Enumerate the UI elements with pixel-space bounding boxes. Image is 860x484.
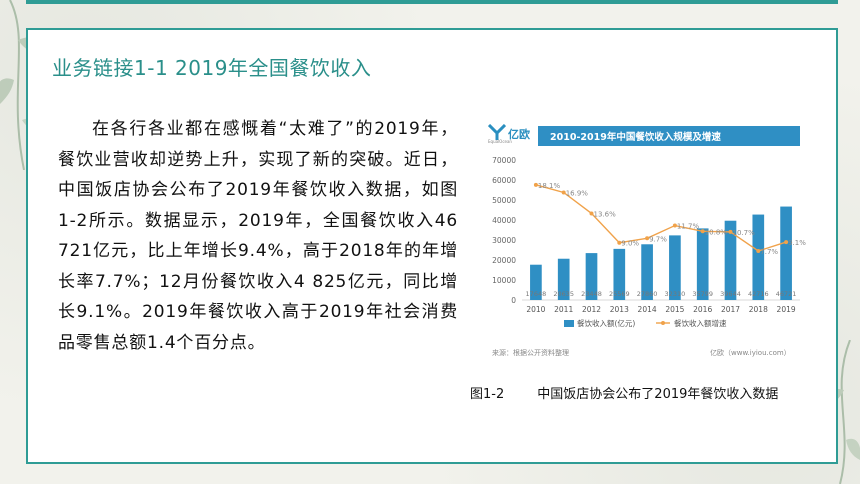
chart-source: 来源：根据公开资料整理	[492, 349, 569, 357]
growth-rate-point	[589, 211, 594, 216]
y-tick-label: 0	[511, 296, 516, 305]
x-tick-label: 2010	[526, 305, 545, 314]
growth-rate-label: 9.1%	[788, 239, 806, 247]
yiou-logo-icon	[488, 124, 506, 140]
logo-subtext: EqualOcean	[488, 139, 512, 144]
yiou-logo: 亿欧 EqualOcean	[488, 124, 532, 146]
y-tick-label: 70000	[492, 156, 516, 165]
legend-line-marker	[661, 321, 665, 325]
growth-rate-label: 7.7%	[760, 248, 778, 256]
growth-rate-line	[535, 184, 787, 252]
y-tick-label: 60000	[492, 176, 516, 185]
legend-bar-swatch	[564, 320, 574, 327]
y-tick-label: 50000	[492, 196, 516, 205]
bar	[557, 258, 570, 300]
bar	[780, 206, 792, 300]
growth-rate-label: 9.7%	[649, 235, 667, 243]
page-title: 业务链接1-1 2019年全国餐饮收入	[52, 56, 372, 80]
x-tick-label: 2014	[638, 305, 657, 314]
bar-value-label: 23448	[581, 290, 602, 298]
legend-line-label: 餐饮收入额增速	[674, 318, 727, 328]
chart-header: 亿欧 EqualOcean 2010-2019年中国餐饮收入规模及增速	[478, 118, 810, 152]
x-tick-label: 2011	[554, 305, 573, 314]
x-tick-label: 2017	[721, 305, 740, 314]
chart-title-banner: 2010-2019年中国餐饮收入规模及增速	[538, 126, 800, 146]
y-tick-label: 10000	[492, 276, 516, 285]
logo-text: 亿欧	[508, 128, 530, 141]
bar	[530, 264, 542, 300]
revenue-chart: 70000 60000 50000 40000 30000 20000 10000 0 1764…	[492, 156, 806, 328]
growth-rate-point	[756, 249, 761, 253]
body-paragraph: 在各行各业都在感慨着“太难了”的2019年，餐饮业营收却逆势上升，实现了新的突破…	[58, 119, 458, 353]
bar	[724, 220, 737, 300]
chart-site: 亿欧（www.iyiou.com）	[710, 349, 791, 357]
bar	[641, 244, 653, 300]
y-tick-label: 20000	[492, 256, 516, 265]
bar-value-label: 25569	[609, 290, 630, 298]
growth-rate-label: 11.7%	[677, 223, 700, 231]
bar	[613, 248, 626, 300]
growth-rate-point	[784, 240, 789, 245]
chart-title: 2010-2019年中国餐饮收入规模及增速	[550, 132, 721, 143]
x-tick-label: 2019	[777, 305, 796, 314]
growth-rate-label: 16.9%	[566, 189, 589, 197]
bar-value-label: 20635	[553, 290, 574, 298]
growth-rate-point	[617, 240, 622, 245]
growth-rate-point	[728, 229, 733, 234]
growth-rate-label: 9.0%	[621, 240, 639, 248]
bar-value-label: 39644	[720, 290, 741, 298]
growth-rate-label: 10.7%	[733, 229, 756, 237]
growth-rate-point	[533, 182, 538, 187]
growth-rate-label: 18.1%	[538, 182, 561, 190]
y-tick-label: 40000	[492, 216, 516, 225]
bar-value-label: 32310	[665, 290, 686, 298]
y-tick-label: 30000	[492, 236, 516, 245]
growth-rate-point	[700, 229, 705, 234]
bar-value-label: 17648	[526, 290, 547, 298]
growth-rate-point	[561, 190, 566, 195]
x-tick-label: 2013	[610, 305, 629, 314]
x-tick-label: 2016	[693, 305, 712, 314]
bar-value-label: 46721	[776, 290, 797, 298]
x-tick-label: 2012	[582, 305, 601, 314]
bar	[669, 235, 681, 300]
bar-value-label: 27860	[637, 290, 658, 298]
bar-value-label: 35799	[692, 290, 713, 298]
figure-caption: 图1-2 中国饭店协会公布了2019年餐饮收入数据	[470, 387, 779, 402]
growth-rate-point	[645, 236, 650, 241]
bar-value-label: 42716	[748, 290, 769, 298]
bar	[696, 228, 709, 300]
x-tick-label: 2015	[665, 305, 684, 314]
chart-figure: 亿欧 EqualOcean 2010-2019年中国餐饮收入规模及增速 7000…	[478, 118, 810, 364]
bar	[585, 253, 598, 300]
x-tick-label: 2018	[749, 305, 768, 314]
legend-bar-label: 餐饮收入额(亿元)	[577, 318, 635, 328]
growth-rate-point	[672, 223, 677, 228]
top-accent-bar	[26, 0, 838, 4]
growth-rate-label: 13.6%	[594, 210, 617, 218]
growth-rate-label: 10.8%	[705, 228, 728, 236]
bar	[752, 214, 765, 300]
